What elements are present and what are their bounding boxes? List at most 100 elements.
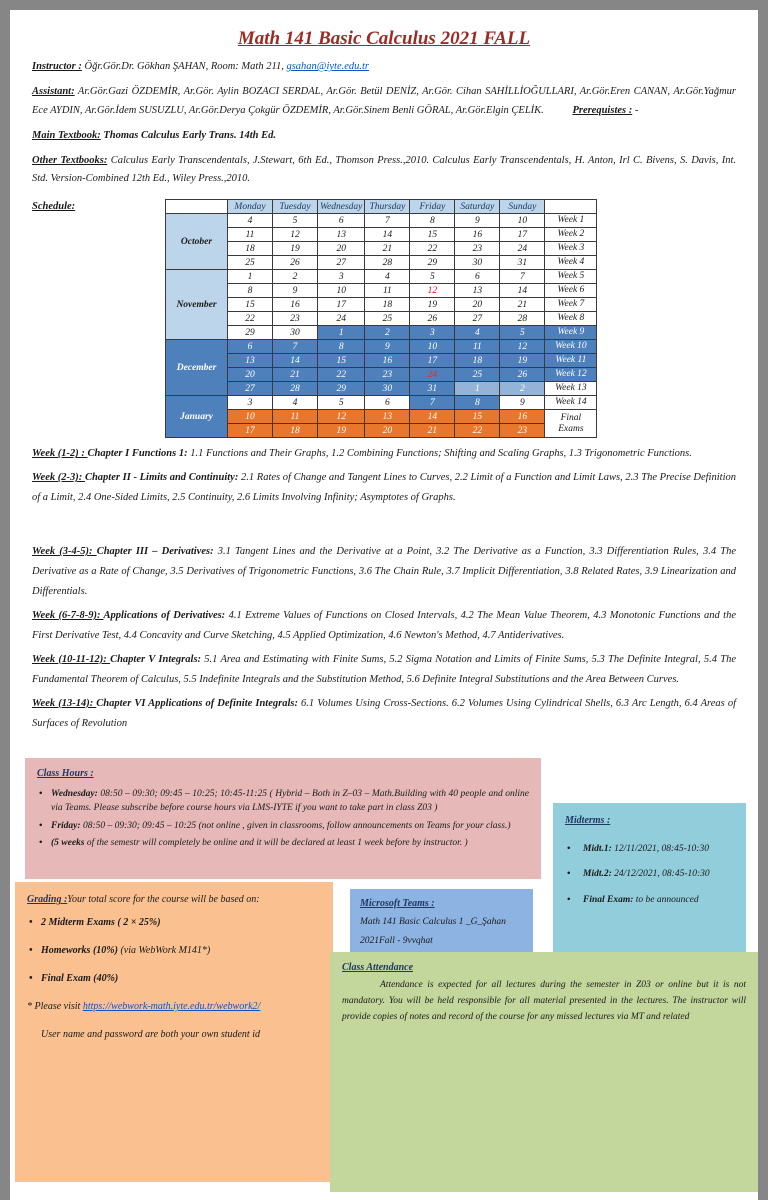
date-cell: 21: [272, 367, 318, 383]
date-cell: 12: [272, 227, 318, 243]
week-section: Week (2-3): Chapter II - Limits and Cont…: [32, 468, 736, 508]
date-cell: 12: [499, 339, 546, 355]
schedule-row: 22 23 24 25 26 27 28 Week 8: [166, 311, 598, 327]
list-item-text: 24/12/2021, 08:45-10:30: [611, 869, 710, 880]
date-cell: 22: [409, 241, 456, 257]
webwork-link[interactable]: https://webwork-math.iyte.edu.tr/webwork…: [82, 1001, 261, 1012]
week-cell: Week 4: [544, 255, 598, 271]
month-cell-november: November: [165, 269, 228, 341]
date-cell: 16: [364, 353, 411, 369]
date-cell: 20: [227, 367, 273, 383]
date-cell: 9: [364, 339, 411, 355]
date-cell: 22: [316, 367, 366, 383]
schedule-row: 11 12 13 14 15 16 17 Week 2: [166, 227, 598, 243]
teams-code: 2021Fall - 9vvqhat: [360, 935, 433, 946]
list-item: Midt.1: 12/11/2021, 08:45-10:30: [565, 842, 734, 857]
month-cell-december: December: [165, 339, 228, 397]
schedule-row: January 3 4 5 6 7 8 9 Week 14: [165, 395, 598, 439]
date-cell: 1: [316, 325, 366, 341]
prerequisites-value: -: [634, 104, 639, 116]
date-cell: 14: [364, 227, 411, 243]
main-textbook-text: Thomas Calculus Early Trans. 14th Ed.: [103, 129, 276, 141]
week-section: Week (10-11-12): Chapter V Integrals: 5.…: [32, 650, 736, 690]
date-cell: 1: [227, 269, 273, 285]
week-cell: Week 1: [544, 213, 598, 229]
list-item-bold: Final Exam:: [583, 894, 634, 905]
midterms-list: Midt.1: 12/11/2021, 08:45-10:30 Midt.2: 2…: [565, 842, 734, 907]
attendance-text: Attendance is expected for all lectures …: [342, 980, 746, 1022]
prerequisites-label: Prerequistes :: [572, 104, 633, 116]
week-section-text: 1.1 Functions and Their Graphs, 1.2 Comb…: [190, 448, 692, 460]
date-cell: 18: [272, 423, 318, 439]
date-cell: 29: [409, 255, 456, 271]
date-cell: 3: [316, 269, 366, 285]
instructor-email-link[interactable]: gsahan@iyte.edu.tr: [286, 61, 370, 72]
date-cell: 30: [454, 255, 501, 271]
week-cell: Week 6: [544, 283, 598, 299]
list-item-text: 08:50 – 09:30; 09:45 – 10:25; 10:45-11:2…: [51, 789, 529, 814]
date-cell: 26: [272, 255, 318, 271]
schedule-row: October 4 5 6 7 8 9 10 Week 1: [165, 213, 598, 271]
list-item: Final Exam (40%): [27, 971, 321, 986]
other-textbooks-label: Other Textbooks:: [32, 154, 108, 166]
date-cell: 16: [272, 297, 318, 313]
grading-note-label: * Please visit: [27, 1001, 83, 1012]
date-cell: 9: [454, 213, 501, 229]
class-hours-list: Wednesday: 08:50 – 09:30; 09:45 – 10:25;…: [37, 787, 529, 850]
date-cell: 9: [272, 283, 318, 299]
midterms-box: Midterms : Midt.1: 12/11/2021, 08:45-10:…: [553, 803, 746, 954]
week-section-chapter: Chapter V Integrals:: [110, 653, 205, 665]
date-cell: 7: [499, 269, 546, 285]
date-cell: 15: [316, 353, 366, 369]
schedule-label: Schedule:: [32, 201, 76, 213]
date-cell: 2: [272, 269, 318, 285]
date-cell: 31: [499, 255, 546, 271]
week-section-label: Week (3-4-5):: [32, 546, 97, 558]
week-section: Week (1-2) : Chapter I Functions 1: 1.1 …: [32, 444, 736, 464]
date-cell: 7: [272, 339, 318, 355]
week-section-label: Week (2-3):: [32, 472, 85, 484]
date-cell: 5: [316, 395, 366, 411]
date-cell: 12: [409, 283, 456, 299]
list-item-text: (via WebWork M141*): [117, 945, 211, 956]
instructor-label: Instructor :: [32, 61, 82, 72]
week-section-chapter: Chapter III – Derivatives:: [96, 546, 218, 558]
schedule-tbody: October 4 5 6 7 8 9 10 Week 1 11 12 13 14 15 16 17 Week …: [165, 213, 598, 439]
date-cell: 10: [409, 339, 456, 355]
date-cell: 22: [227, 311, 273, 327]
week-cell: Week 7: [544, 297, 598, 313]
date-cell: 11: [272, 409, 318, 425]
list-item: Homeworks (10%) (via WebWork M141*): [27, 943, 321, 958]
schedule-row: 13 14 15 16 17 18 19 Week 11: [166, 353, 598, 369]
date-cell: 20: [364, 423, 411, 439]
week-cell: Week 14: [544, 395, 598, 411]
date-cell: 4: [272, 395, 318, 411]
date-cell: 21: [364, 241, 411, 257]
week-section: Week (6-7-8-9): Applications of Derivati…: [32, 606, 736, 646]
week-cell: Week 2: [544, 227, 598, 243]
week-section-text: 2.1 Rates of Change and Tangent Lines to…: [32, 472, 736, 504]
date-cell: 28: [364, 255, 411, 271]
date-cell: 14: [409, 409, 456, 425]
date-cell: 21: [499, 297, 546, 313]
date-cell: 23: [499, 423, 546, 439]
date-cell: 28: [499, 311, 546, 327]
date-cell: 8: [316, 339, 366, 355]
week-section: Week (3-4-5): Chapter III – Derivatives:…: [32, 542, 736, 602]
day-header-monday: Monday: [227, 199, 273, 215]
instructor-line: Instructor : Öğr.Gör.Dr. Gökhan ŞAHAN, R…: [32, 58, 736, 77]
date-cell: 6: [364, 395, 411, 411]
date-cell: 24: [409, 367, 456, 383]
date-cell: 19: [272, 241, 318, 257]
list-item: Wednesday: 08:50 – 09:30; 09:45 – 10:25;…: [37, 787, 529, 816]
date-cell: 15: [454, 409, 501, 425]
list-item-text: to be announced: [633, 894, 699, 905]
schedule-row: 25 26 27 28 29 30 31 Week 4: [166, 255, 598, 271]
date-cell: 17: [227, 423, 273, 439]
main-textbook-line: Main Textbook: Thomas Calculus Early Tra…: [32, 127, 736, 146]
date-cell: 24: [499, 241, 546, 257]
week-section-label: Week (13-14):: [32, 697, 97, 709]
list-item: Final Exam: to be announced: [565, 893, 734, 908]
schedule-row: November 1 2 3 4 5 6 7 Week 5: [165, 269, 598, 341]
date-cell: 30: [364, 381, 411, 397]
